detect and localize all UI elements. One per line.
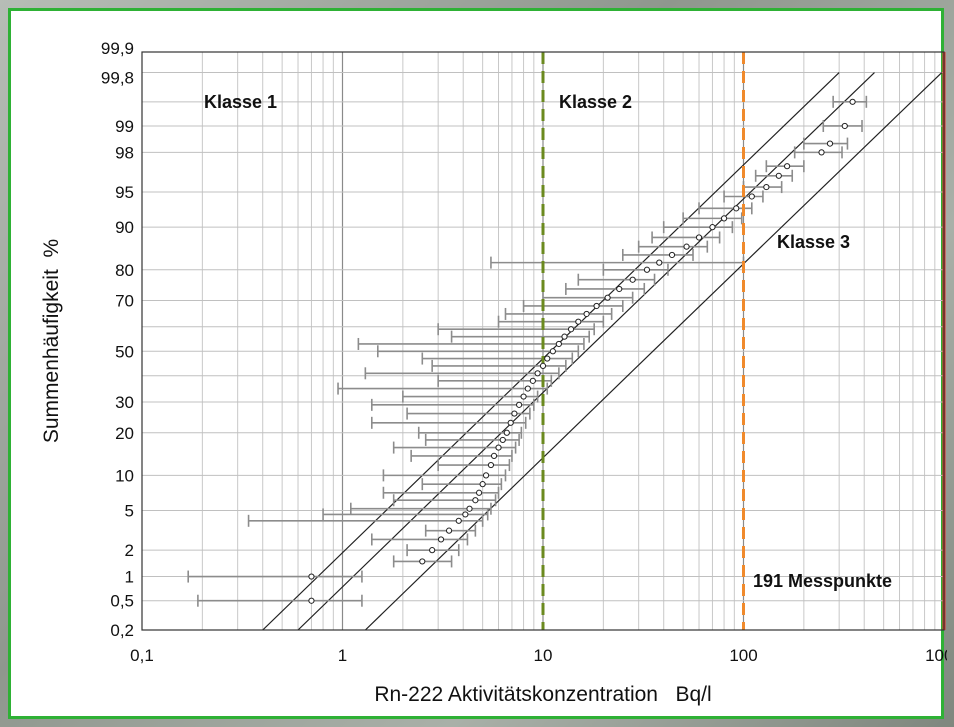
data-point <box>524 385 531 392</box>
data-point <box>516 401 523 408</box>
data-point <box>482 472 490 479</box>
data-point <box>308 597 315 604</box>
y-tick-label: 0,5 <box>110 592 134 611</box>
data-point <box>490 452 498 459</box>
x-axis-label: Rn-222 Aktivitätskonzentration Bq/l <box>374 683 711 706</box>
data-point <box>511 410 518 417</box>
x-tick-label: 1000 <box>925 646 947 665</box>
data-point <box>841 122 848 130</box>
data-point <box>720 215 728 222</box>
y-tick-label: 2 <box>125 541 134 560</box>
data-point <box>445 527 453 534</box>
y-tick-label: 90 <box>115 218 134 237</box>
data-point <box>695 234 703 241</box>
data-point <box>475 489 483 496</box>
data-point <box>604 294 611 301</box>
data-point <box>784 163 791 170</box>
data-point <box>507 419 514 426</box>
plot-border <box>141 51 945 631</box>
data-point <box>567 326 575 333</box>
data-point <box>583 310 590 318</box>
data-point <box>849 98 856 105</box>
data-point <box>668 251 676 259</box>
data-point <box>429 547 436 554</box>
class-label: Klasse 2 <box>559 92 632 112</box>
data-point <box>763 183 770 191</box>
y-tick-label: 5 <box>125 502 134 521</box>
data-point <box>561 333 568 340</box>
data-point <box>549 348 556 355</box>
data-point <box>472 497 479 504</box>
y-tick-label: 10 <box>115 466 134 485</box>
data-point <box>529 377 536 384</box>
data-point <box>499 436 506 444</box>
y-tick-label: 98 <box>115 143 134 162</box>
data-point <box>308 573 315 580</box>
data-point <box>437 536 445 543</box>
x-tick-label: 1 <box>338 646 347 665</box>
data-point <box>775 172 782 179</box>
data-point <box>466 505 473 512</box>
data-point <box>534 370 541 377</box>
y-axis-label: Summenhäufigkeit % <box>40 239 63 443</box>
data-point <box>593 302 600 310</box>
class-label: Klasse 3 <box>777 232 850 252</box>
data-point <box>539 362 547 369</box>
data-point <box>479 481 486 488</box>
y-tick-label: 0,2 <box>110 621 134 640</box>
data-point <box>616 285 623 293</box>
data-point <box>520 393 527 400</box>
data-point <box>826 140 834 147</box>
data-point <box>709 224 716 231</box>
data-point <box>575 318 582 325</box>
data-point <box>818 149 825 156</box>
data-point <box>733 205 740 212</box>
y-tick-label: 99 <box>115 117 134 136</box>
y-tick-label: 70 <box>115 291 134 310</box>
y-tick-label: 1 <box>125 568 134 587</box>
data-point <box>629 276 636 283</box>
class-label: Klasse 1 <box>204 92 277 112</box>
data-point <box>656 259 663 266</box>
y-tick-label: 80 <box>115 261 134 280</box>
x-tick-label: 10 <box>534 646 553 665</box>
y-tick-label: 20 <box>115 424 134 443</box>
data-point <box>555 340 562 348</box>
data-point <box>748 193 755 200</box>
data-point <box>544 355 551 362</box>
probability-plot: 0,2 0,5 1 2 5 10 20 30 50 70 80 90 95 98 99 99,8 99,9 0,1… <box>40 39 947 706</box>
y-tick-label: 30 <box>115 393 134 412</box>
annotation-label: 191 Messpunkte <box>753 571 892 591</box>
data-point <box>419 558 426 565</box>
data-point <box>455 517 462 524</box>
chart-panel: 0,2 0,5 1 2 5 10 20 30 50 70 80 90 95 98 99 99,8 99,9 0,1… <box>8 8 947 719</box>
data-point <box>683 243 690 250</box>
x-tick-label: 100 <box>729 646 757 665</box>
y-tick-label: 99,9 <box>101 39 134 58</box>
x-tick-label: 0,1 <box>130 646 154 665</box>
y-tick-label: 50 <box>115 342 134 361</box>
data-point <box>462 511 469 518</box>
data-point <box>643 266 651 273</box>
data-point <box>495 444 502 451</box>
y-tick-label: 95 <box>115 183 134 202</box>
data-point <box>487 461 495 469</box>
reference-line <box>364 72 943 630</box>
data-point <box>503 429 510 436</box>
y-tick-label: 99,8 <box>101 69 134 88</box>
